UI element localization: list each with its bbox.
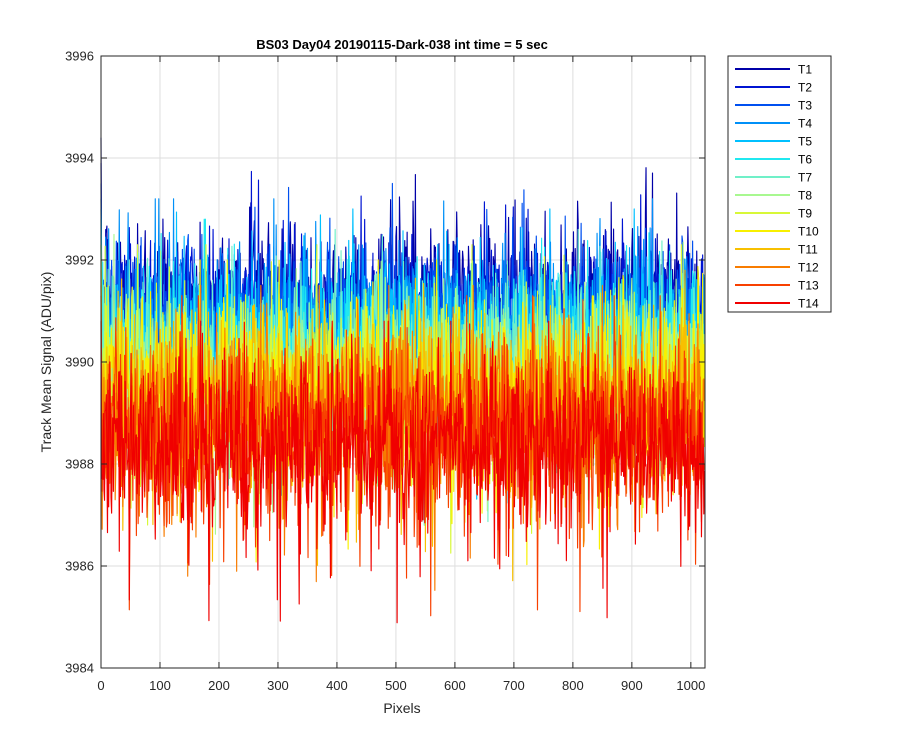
legend-label-t10: T10 xyxy=(798,225,819,239)
legend-entry-t10: T10 xyxy=(735,225,819,239)
x-tick-label-2: 200 xyxy=(208,678,230,693)
series-layer xyxy=(100,137,705,624)
axes: 0 100 200 300 400 500 600 700 800 900 1000 3984 3986… xyxy=(65,49,705,694)
x-tick-label-3: 300 xyxy=(267,678,289,693)
y-tick-label-5: 3994 xyxy=(65,151,94,166)
legend-box xyxy=(727,55,832,313)
legend-label-t3: T3 xyxy=(798,99,812,113)
chart-title: BS03 Day04 20190115-Dark-038 int time = … xyxy=(256,37,548,52)
legend-entry-t3: T3 xyxy=(735,99,812,113)
y-tick-label-6: 3996 xyxy=(65,49,94,64)
x-tick-label-4: 400 xyxy=(326,678,348,693)
legend-entry-t13: T13 xyxy=(735,279,819,293)
legend: T1 T2 T3 T4 T5 T6 T7 T8 T9 T10 T11 T12 T13 T14 xyxy=(727,55,832,313)
y-tick-label-1: 3986 xyxy=(65,559,94,574)
legend-label-t1: T1 xyxy=(798,63,812,77)
legend-label-t13: T13 xyxy=(798,279,819,293)
legend-label-t6: T6 xyxy=(798,153,812,167)
x-tick-label-1: 100 xyxy=(149,678,171,693)
legend-entry-t2: T2 xyxy=(735,81,812,95)
x-tick-label-7: 700 xyxy=(503,678,525,693)
y-tick-label-0: 3984 xyxy=(65,661,94,676)
y-tick-label-3: 3990 xyxy=(65,355,94,370)
legend-label-t5: T5 xyxy=(798,135,812,149)
legend-entry-t9: T9 xyxy=(735,207,812,221)
legend-label-t9: T9 xyxy=(798,207,812,221)
legend-label-t7: T7 xyxy=(798,171,812,185)
x-tick-label-5: 500 xyxy=(385,678,407,693)
y-axis-label: Track Mean Signal (ADU/pix) xyxy=(38,272,54,453)
x-tick-label-9: 900 xyxy=(621,678,643,693)
legend-entry-t14: T14 xyxy=(735,297,819,311)
x-tick-label-10: 1000 xyxy=(676,678,705,693)
legend-entry-t6: T6 xyxy=(735,153,812,167)
legend-entry-t12: T12 xyxy=(735,261,819,275)
x-axis-label: Pixels xyxy=(383,700,420,716)
legend-label-t8: T8 xyxy=(798,189,812,203)
x-tick-label-8: 800 xyxy=(562,678,584,693)
x-tick-label-0: 0 xyxy=(97,678,104,693)
legend-entry-t5: T5 xyxy=(735,135,812,149)
legend-label-t12: T12 xyxy=(798,261,819,275)
legend-entry-t11: T11 xyxy=(735,243,818,257)
legend-label-t4: T4 xyxy=(798,117,812,131)
legend-entry-t8: T8 xyxy=(735,189,812,203)
x-tick-label-6: 600 xyxy=(444,678,466,693)
legend-entry-t7: T7 xyxy=(735,171,812,185)
legend-entry-t4: T4 xyxy=(735,117,812,131)
y-tick-label-4: 3992 xyxy=(65,253,94,268)
series-line-t14 xyxy=(100,320,705,624)
legend-entry-t1: T1 xyxy=(735,63,812,77)
y-tick-label-2: 3988 xyxy=(65,457,94,472)
legend-label-t11: T11 xyxy=(798,243,818,257)
legend-label-t2: T2 xyxy=(798,81,812,95)
legend-label-t14: T14 xyxy=(798,297,819,311)
